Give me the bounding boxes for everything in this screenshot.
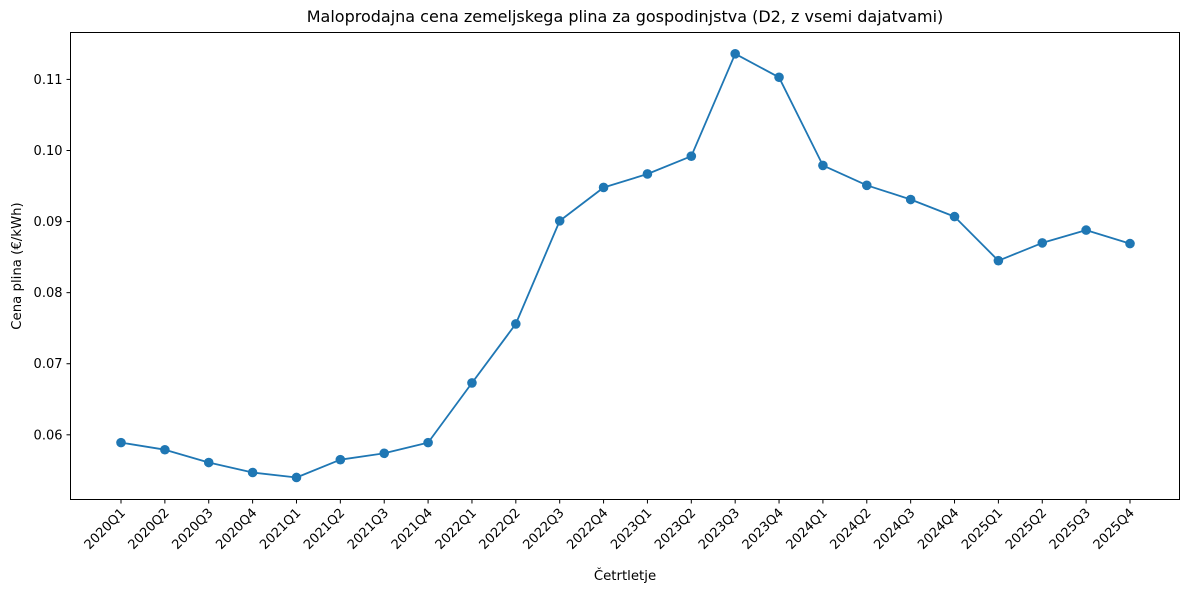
data-point-marker bbox=[642, 169, 653, 179]
data-point-marker bbox=[730, 49, 740, 59]
y-axis: 0.06 0.07 0.08 0.09 0.10 0.11 bbox=[34, 73, 71, 443]
x-tick-label: 2022Q4 bbox=[564, 506, 611, 553]
x-tick-label: 2021Q4 bbox=[389, 506, 436, 553]
x-tick-label: 2022Q2 bbox=[477, 506, 524, 553]
x-tick-label: 2023Q1 bbox=[608, 506, 655, 553]
y-tick-label: 0.11 bbox=[34, 73, 63, 88]
x-tick-label: 2025Q4 bbox=[1091, 506, 1138, 553]
x-tick-label: 2020Q2 bbox=[126, 506, 173, 553]
x-tick-label: 2024Q2 bbox=[828, 506, 875, 553]
x-tick-label: 2022Q3 bbox=[520, 506, 567, 553]
y-axis-label: Cena plina (€/kWh) bbox=[10, 202, 25, 330]
x-tick-label: 2023Q3 bbox=[696, 506, 743, 553]
data-point-marker bbox=[116, 437, 126, 448]
x-tick-label: 2021Q3 bbox=[345, 506, 392, 553]
data-point-marker bbox=[467, 378, 477, 388]
data-point-marker bbox=[160, 444, 170, 455]
data-point-marker bbox=[818, 160, 828, 171]
x-tick-label: 2025Q3 bbox=[1047, 506, 1094, 553]
data-point-marker bbox=[1037, 238, 1048, 248]
data-point-marker bbox=[1081, 225, 1091, 235]
y-tick-label: 0.06 bbox=[34, 428, 63, 443]
data-point-marker bbox=[861, 180, 872, 191]
x-tick-label: 2024Q1 bbox=[784, 506, 831, 553]
plot-frame bbox=[70, 32, 1180, 500]
data-point-marker bbox=[335, 454, 346, 465]
data-point-marker bbox=[949, 211, 960, 222]
x-tick-label: 2023Q2 bbox=[652, 506, 699, 553]
data-point-marker bbox=[554, 216, 565, 226]
x-tick-label: 2021Q1 bbox=[257, 506, 304, 553]
y-tick-label: 0.08 bbox=[34, 286, 63, 301]
x-tick-label: 2024Q4 bbox=[915, 506, 962, 553]
data-point-marker bbox=[423, 437, 433, 448]
y-tick-label: 0.09 bbox=[34, 215, 63, 230]
data-point-marker bbox=[1125, 238, 1135, 249]
x-axis: 2020Q12020Q22020Q32020Q42021Q12021Q22021… bbox=[82, 499, 1138, 553]
data-point-marker bbox=[686, 151, 697, 161]
y-tick-label: 0.07 bbox=[34, 357, 63, 372]
x-tick-label: 2020Q4 bbox=[213, 506, 260, 553]
data-point-marker bbox=[598, 182, 609, 193]
x-tick-label: 2020Q3 bbox=[169, 506, 216, 553]
plot-area bbox=[116, 49, 1135, 483]
data-point-marker bbox=[203, 457, 214, 468]
x-tick-label: 2024Q3 bbox=[871, 506, 918, 553]
x-tick-label: 2022Q1 bbox=[433, 506, 480, 553]
data-point-marker bbox=[247, 467, 258, 478]
data-point-marker bbox=[905, 194, 916, 205]
x-tick-label: 2025Q2 bbox=[1003, 506, 1050, 553]
y-tick-label: 0.10 bbox=[34, 144, 63, 159]
x-tick-label: 2021Q2 bbox=[301, 506, 348, 553]
x-tick-label: 2025Q1 bbox=[959, 506, 1006, 553]
data-point-marker bbox=[511, 319, 521, 329]
x-tick-label: 2020Q1 bbox=[82, 506, 129, 553]
chart-title: Maloprodajna cena zemeljskega plina za g… bbox=[307, 7, 944, 26]
series-line bbox=[120, 52, 1131, 479]
data-point-marker bbox=[379, 448, 390, 459]
data-point-marker bbox=[291, 472, 302, 483]
data-point-marker bbox=[774, 72, 784, 83]
data-point-marker bbox=[993, 255, 1004, 266]
x-tick-label: 2023Q4 bbox=[740, 506, 787, 553]
x-axis-label: Četrtletje bbox=[594, 566, 656, 584]
